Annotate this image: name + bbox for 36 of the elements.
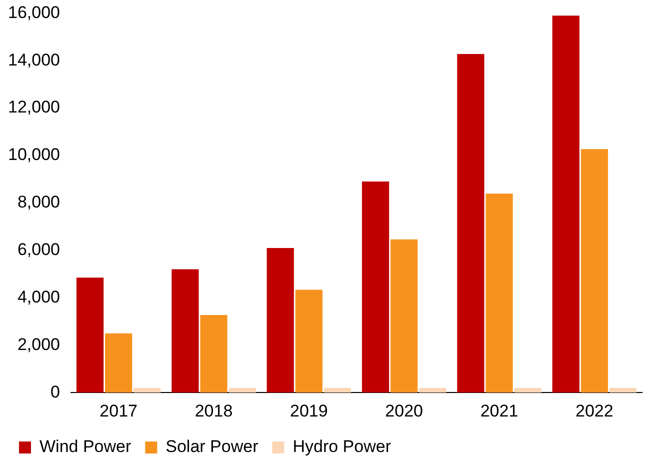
bar bbox=[580, 149, 608, 393]
x-tick-label: 2018 bbox=[194, 401, 233, 420]
y-tick-label: 8,000 bbox=[17, 192, 60, 212]
bar bbox=[295, 290, 322, 393]
bar bbox=[514, 388, 542, 393]
bar bbox=[266, 248, 294, 393]
bar bbox=[172, 269, 199, 393]
y-tick-label: 14,000 bbox=[8, 50, 60, 70]
bar bbox=[324, 388, 352, 393]
y-tick-label: 4,000 bbox=[17, 287, 60, 306]
bar bbox=[457, 54, 484, 393]
bar bbox=[390, 239, 418, 393]
x-tick-label: 2020 bbox=[385, 401, 423, 420]
bar bbox=[228, 388, 256, 393]
y-tick-label: 2,000 bbox=[17, 334, 60, 354]
x-tick-label: 2021 bbox=[480, 401, 518, 420]
legend-label: Hydro Power bbox=[292, 437, 392, 456]
y-tick-label: 6,000 bbox=[17, 240, 60, 260]
legend-label: Solar Power bbox=[166, 437, 259, 456]
legend-label: Wind Power bbox=[40, 437, 132, 456]
y-tick-label: 12,000 bbox=[8, 98, 60, 117]
x-tick-label: 2017 bbox=[100, 401, 138, 420]
x-tick-label: 2022 bbox=[576, 401, 614, 420]
y-tick-label: 16,000 bbox=[8, 2, 60, 22]
x-tick-label: 2019 bbox=[290, 401, 328, 420]
y-tick-label: 0 bbox=[50, 382, 60, 402]
y-tick-label: 10,000 bbox=[8, 145, 60, 164]
bar bbox=[200, 315, 228, 393]
bar bbox=[486, 194, 513, 393]
bar bbox=[552, 16, 580, 393]
bar bbox=[609, 388, 637, 393]
bar bbox=[362, 182, 390, 393]
bar bbox=[419, 388, 446, 393]
bar bbox=[134, 388, 161, 393]
bar bbox=[76, 278, 104, 393]
bar bbox=[105, 333, 132, 393]
